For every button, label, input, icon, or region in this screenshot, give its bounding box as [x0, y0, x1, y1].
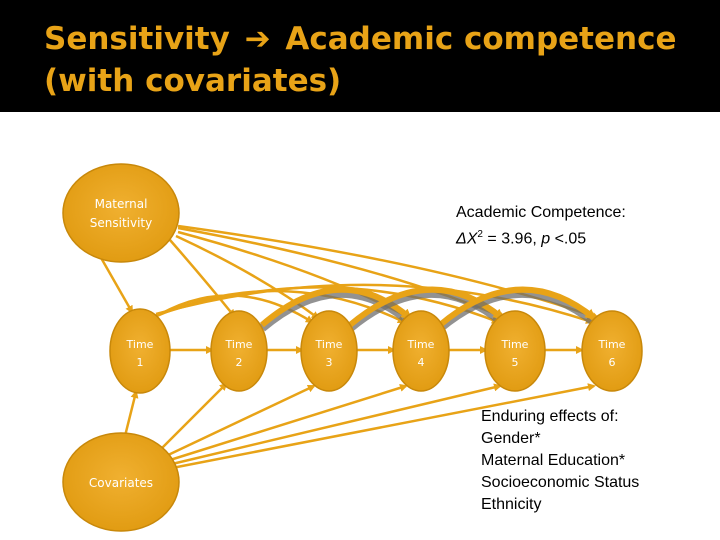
effects-heading: Enduring effects of:: [481, 408, 619, 425]
lag-arcs: [259, 286, 597, 332]
path-diagram: Maternal Sensitivity Covariates Time 1 T…: [62, 163, 643, 532]
stat-heading: Academic Competence:: [456, 204, 626, 221]
maternal-label-line2: Sensitivity: [90, 216, 152, 230]
stat-delta-chi: ΔX: [456, 230, 478, 248]
path-maternal-time1: [98, 255, 134, 314]
node-time-1: Time 1: [109, 308, 171, 394]
effect-item-maternal-education: Maternal Education*: [481, 452, 626, 469]
arc-time4-time6: [438, 286, 597, 328]
slide-header: Sensitivity ➔ Academic competence (with …: [0, 0, 720, 112]
path-time1-time6: [155, 283, 594, 324]
enduring-effects-list: Enduring effects of: Gender* Maternal Ed…: [481, 406, 639, 516]
maternal-label-line1: Maternal: [95, 197, 148, 211]
path-maternal-time3: [175, 234, 320, 320]
time-nodes: Time 1 Time 2 Time 3 Time 4 Time 5 Time …: [109, 308, 643, 394]
node-time-6: Time 6: [581, 310, 643, 392]
time2-label-word: Time: [225, 338, 253, 351]
time6-label-number: 6: [609, 356, 616, 369]
time5-label-number: 5: [512, 356, 519, 369]
time1-label-number: 1: [137, 356, 144, 369]
right-arrow-icon: ➔: [244, 21, 271, 57]
stat-p: p: [541, 230, 551, 248]
time2-label-number: 2: [236, 356, 243, 369]
title-part-2: Academic competence (with covariates): [44, 21, 677, 99]
time4-label-word: Time: [407, 338, 435, 351]
chi-square-annotation: Academic Competence: ΔX2 = 3.96, p <.05: [456, 202, 626, 250]
stat-equals: = 3.96,: [482, 230, 542, 248]
stat-threshold: <.05: [550, 230, 587, 248]
node-time-3: Time 3: [300, 310, 358, 392]
covariates-label: Covariates: [89, 476, 153, 490]
time3-label-word: Time: [315, 338, 343, 351]
time3-label-number: 3: [326, 356, 333, 369]
effect-item-ethnicity: Ethnicity: [481, 496, 542, 513]
title-part-1: Sensitivity: [44, 21, 230, 57]
path-covariates-time3: [165, 384, 316, 458]
path-maternal-time2: [169, 239, 236, 318]
stat-superscript: 2: [477, 229, 483, 240]
node-time-2: Time 2: [210, 310, 268, 392]
time5-label-word: Time: [501, 338, 529, 351]
node-maternal-sensitivity: Maternal Sensitivity: [62, 163, 180, 263]
path-covariates-time5: [171, 383, 502, 466]
slide-title: Sensitivity ➔ Academic competence (with …: [44, 18, 704, 102]
covariate-paths: [122, 382, 596, 470]
path-covariates-time1: [122, 390, 139, 441]
node-time-5: Time 5: [484, 310, 546, 392]
effect-item-gender: Gender*: [481, 430, 541, 447]
node-time-4: Time 4: [392, 310, 450, 392]
stat-result: ΔX2 = 3.96, p <.05: [456, 224, 626, 250]
path-covariates-time4: [169, 383, 408, 462]
node-covariates: Covariates: [62, 432, 180, 532]
time4-label-number: 4: [418, 356, 425, 369]
time1-label-word: Time: [126, 338, 154, 351]
time6-label-word: Time: [598, 338, 626, 351]
effect-item-ses: Socioeconomic Status: [481, 474, 640, 491]
path-covariates-time2: [157, 382, 228, 453]
path-covariates-time6: [171, 383, 596, 470]
